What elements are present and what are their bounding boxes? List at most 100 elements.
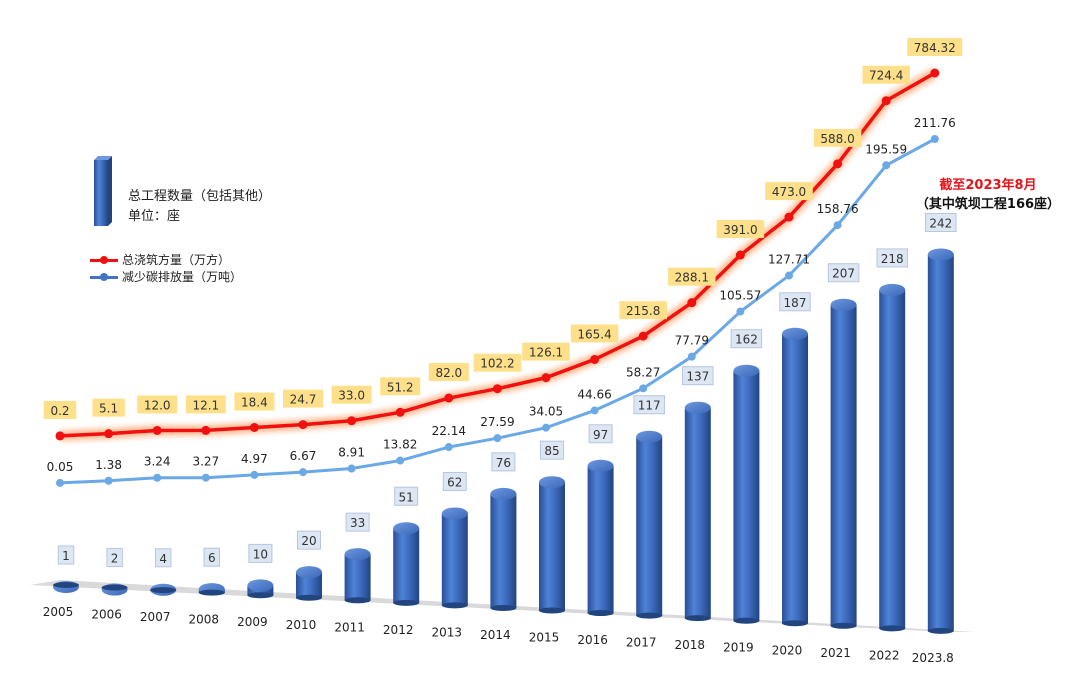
concrete-point <box>590 354 600 364</box>
bar-value-label: 4 <box>159 552 167 566</box>
bar-label-box <box>297 530 321 550</box>
bar-body <box>344 554 371 601</box>
bar-cap <box>490 487 517 500</box>
bar-value-label: 10 <box>253 547 268 561</box>
bar-2015: 85 <box>539 440 565 614</box>
carbon-point <box>542 423 550 432</box>
annotation-line2: （其中筑坝工程166座） <box>915 197 1061 212</box>
carbon-value-label: 3.24 <box>144 455 171 469</box>
carbon-value-label: 1.38 <box>95 458 122 472</box>
x-tick-label: 2009 <box>237 615 268 629</box>
x-tick-label: 2010 <box>286 618 317 632</box>
bar-2010: 20 <box>296 530 322 601</box>
concrete-point <box>152 425 162 435</box>
bar-cap <box>927 248 954 261</box>
x-tick-label: 2018 <box>675 638 706 652</box>
bar-2019: 162 <box>730 329 763 624</box>
concrete-label-box <box>92 398 125 417</box>
carbon-value-label: 13.82 <box>383 438 417 452</box>
concrete-label-box <box>185 395 226 414</box>
bar-base <box>587 610 614 617</box>
bar-body <box>830 304 857 626</box>
bar-base <box>636 612 663 619</box>
legend-concrete-symbol <box>90 254 118 266</box>
concrete-label-box <box>765 182 813 201</box>
concrete-series: 0.2 5.1 12.0 12.1 18.4 24.7 33.0 51.2 82.0 102.2 1… <box>43 38 963 441</box>
carbon-value-label: 77.79 <box>675 334 709 348</box>
concrete-point <box>395 407 405 417</box>
bar-value-label: 62 <box>447 475 462 489</box>
carbon-value-label: 158.76 <box>817 202 859 216</box>
bar-2008: 6 <box>198 547 225 596</box>
bar-base <box>782 620 808 627</box>
bar-cap <box>296 566 322 579</box>
bar-label-box <box>588 424 613 444</box>
bar-body <box>879 289 906 629</box>
bar-base <box>344 597 371 604</box>
carbon-point <box>56 478 64 487</box>
carbon-point <box>930 135 939 143</box>
bar-2014: 76 <box>490 452 517 611</box>
concrete-label-box <box>234 392 275 411</box>
bar-cap <box>733 364 760 377</box>
bar-2009: 10 <box>247 543 274 599</box>
legend-carbon: 减少碳排放量（万吨） <box>90 268 242 285</box>
bar-body <box>684 407 711 619</box>
carbon-point <box>396 456 405 465</box>
bar-2016: 97 <box>587 424 614 617</box>
bar-cap <box>441 507 468 520</box>
carbon-value-label: 211.76 <box>914 116 956 130</box>
bar-value-label: 33 <box>350 516 365 530</box>
bar-cap <box>247 579 274 592</box>
x-tick-label: 2021 <box>820 646 851 660</box>
concrete-value-label: 165.4 <box>577 327 611 341</box>
bar-body <box>636 436 663 616</box>
bar-label-box <box>876 248 908 268</box>
bar-body <box>782 333 808 624</box>
bar-value-label: 137 <box>686 370 709 384</box>
bar-value-label: 76 <box>496 456 511 470</box>
bar-body <box>927 254 954 631</box>
carbon-point <box>639 384 648 393</box>
carbon-point <box>201 473 210 482</box>
bar-cap <box>782 327 808 340</box>
bar-2012: 51 <box>393 486 420 606</box>
bar-2006: 2 <box>101 548 128 596</box>
carbon-point <box>882 161 891 170</box>
concrete-point <box>638 331 648 341</box>
bar-label-box <box>730 329 763 349</box>
legend-concrete: 总浇筑方量（万方） <box>90 251 230 268</box>
concrete-point <box>881 96 891 106</box>
bar-label-box <box>682 366 714 386</box>
bar-body <box>587 465 614 614</box>
concrete-value-label: 51.2 <box>387 380 414 394</box>
bar-value-label: 20 <box>301 534 316 548</box>
concrete-label-box <box>862 65 910 84</box>
bar-value-label: 85 <box>544 444 559 458</box>
carbon-point <box>104 476 113 485</box>
carbon-value-label: 4.97 <box>241 452 268 466</box>
concrete-value-label: 82.0 <box>435 366 462 380</box>
bar-label-box <box>154 548 172 568</box>
bar-value-label: 1 <box>62 549 70 563</box>
x-tick-label: 2012 <box>383 623 414 637</box>
bar-label-box <box>248 543 273 563</box>
bar-2020: 187 <box>779 292 811 627</box>
x-tick-label: 2020 <box>772 643 803 657</box>
annotation-note: 截至2023年8月 （其中筑坝工程166座） <box>908 174 1068 212</box>
carbon-series: 0.05 1.38 3.24 3.27 4.97 6.67 8.91 13.82 22.14 27… <box>47 116 956 487</box>
bar-value-label: 207 <box>832 267 855 281</box>
bar-cap <box>830 298 857 311</box>
carbon-point <box>590 406 599 415</box>
concrete-value-label: 588.0 <box>820 132 854 146</box>
carbon-point <box>299 468 307 477</box>
carbon-value-label: 6.67 <box>290 449 317 463</box>
carbon-point <box>736 307 745 316</box>
carbon-point <box>347 464 356 473</box>
carbon-value-label: 105.57 <box>719 289 761 303</box>
carbon-value-label: 44.66 <box>577 387 611 401</box>
x-tick-label: 2011 <box>334 620 365 634</box>
carbon-value-label: 27.59 <box>480 415 514 429</box>
bar-base <box>441 602 468 609</box>
